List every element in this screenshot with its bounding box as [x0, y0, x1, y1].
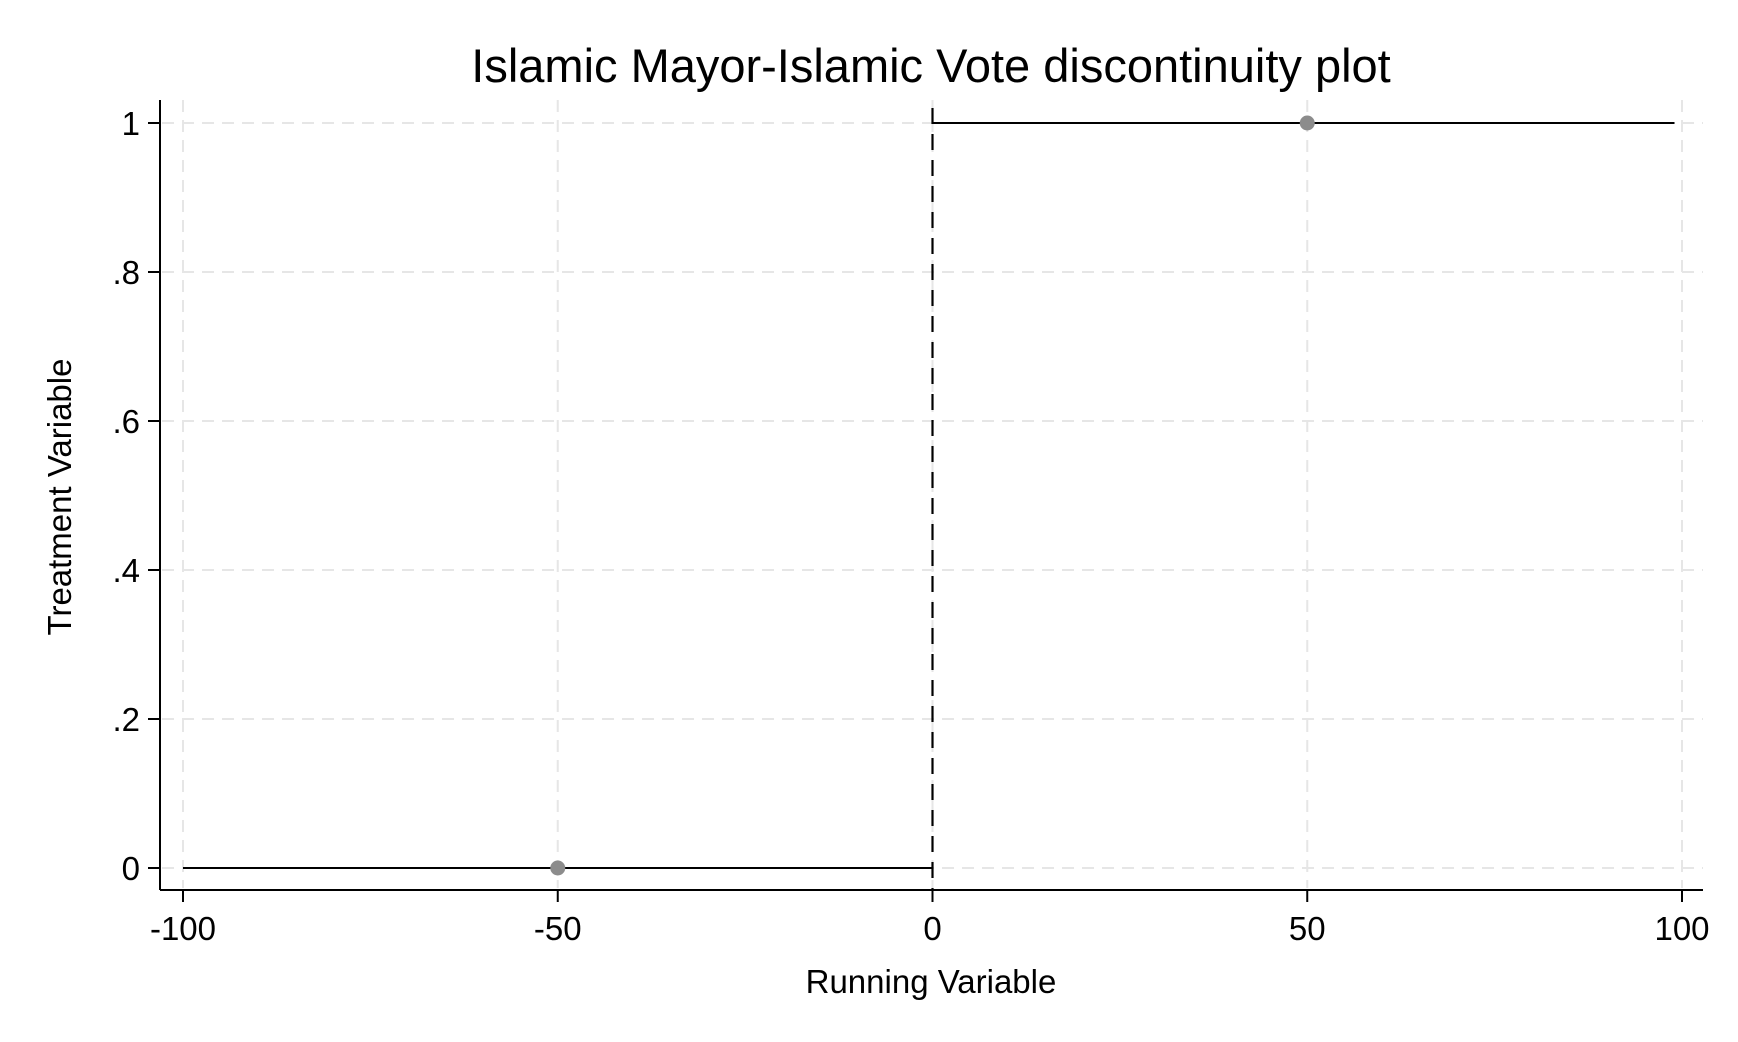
x-tick-label: 0 — [923, 910, 941, 947]
x-tick-label: 100 — [1654, 910, 1709, 947]
x-tick-label: 50 — [1289, 910, 1326, 947]
y-tick-label: .2 — [112, 701, 140, 738]
x-axis-label: Running Variable — [806, 963, 1057, 1000]
marks-layer — [183, 108, 1675, 890]
y-tick-label: .8 — [112, 254, 140, 291]
x-tick-label: -100 — [150, 910, 216, 947]
y-axis-label: Treatment Variable — [41, 359, 78, 636]
axes-layer: 0 .2 .4 .6 .8 1 -100 -50 0 50 100 — [112, 100, 1710, 947]
y-tick-label: 0 — [122, 850, 140, 887]
y-tick-label: .6 — [112, 403, 140, 440]
y-tick-label: .4 — [112, 552, 140, 589]
data-point — [1299, 115, 1315, 131]
x-tick-label: -50 — [534, 910, 582, 947]
data-point — [550, 860, 566, 876]
chart-title: Islamic Mayor-Islamic Vote discontinuity… — [471, 39, 1390, 92]
y-tick-label: 1 — [122, 105, 140, 142]
